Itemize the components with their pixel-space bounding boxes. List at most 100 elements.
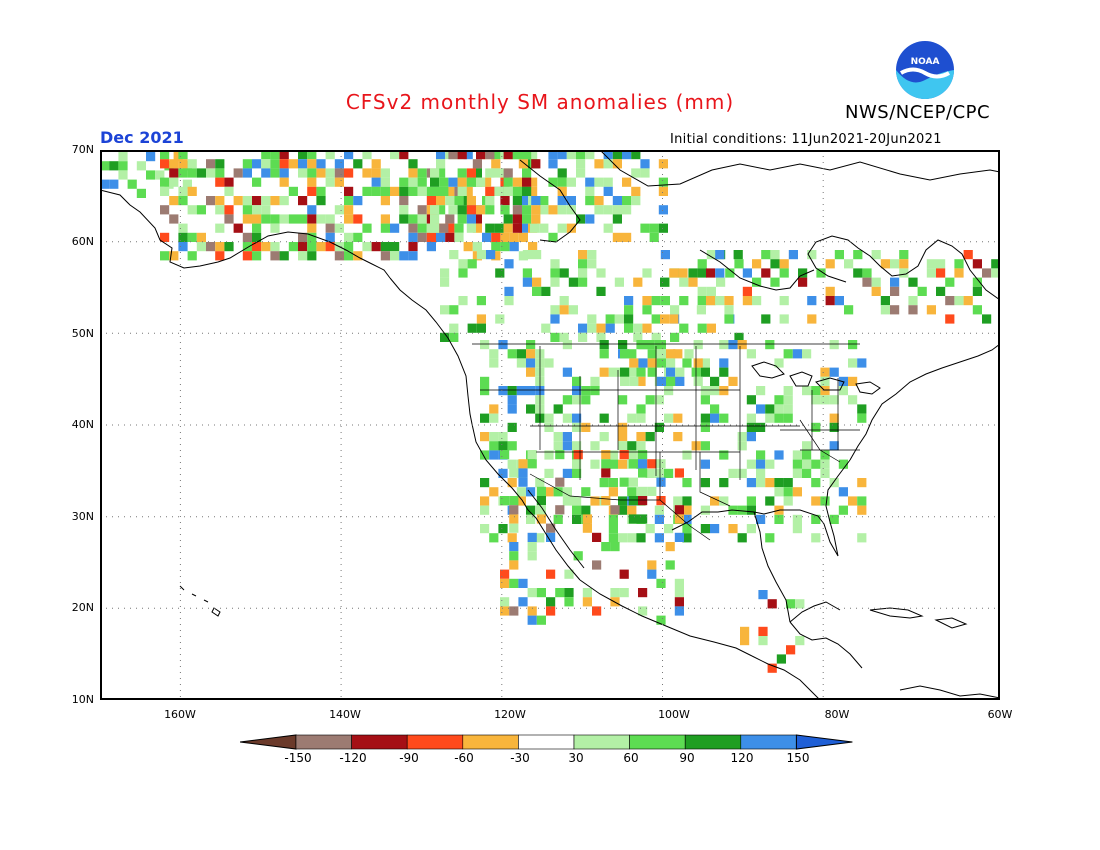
anomaly-cell [568, 277, 578, 287]
anomaly-cell [592, 532, 602, 542]
anomaly-cell [169, 251, 179, 261]
anomaly-cell [719, 340, 729, 350]
anomaly-cell [489, 404, 499, 414]
anomaly-cell [555, 588, 565, 598]
anomaly-cell [654, 395, 664, 405]
anomaly-cell [848, 376, 858, 386]
anomaly-cell [670, 332, 680, 342]
anomaly-cell [756, 459, 766, 469]
color-legend [240, 734, 853, 750]
anomaly-cell [638, 606, 648, 616]
anomaly-cell [527, 551, 537, 561]
anomaly-cell [512, 205, 522, 215]
anomaly-cell [825, 286, 835, 296]
anomaly-cell [362, 242, 372, 252]
anomaly-cell [380, 251, 390, 261]
anomaly-cell [215, 242, 225, 252]
anomaly-cell [480, 505, 490, 515]
anomaly-cell [603, 150, 613, 160]
anomaly-cell [693, 376, 703, 386]
anomaly-cell [857, 505, 867, 515]
anomaly-cell [578, 332, 588, 342]
anomaly-cell [518, 578, 528, 588]
anomaly-cell [522, 277, 532, 287]
anomaly-cell [740, 626, 750, 636]
anomaly-cell [700, 386, 710, 396]
anomaly-cell [215, 251, 225, 261]
anomaly-cell [118, 161, 128, 171]
anomaly-cell [417, 168, 427, 178]
anomaly-cell [649, 223, 659, 233]
anomaly-cell [774, 450, 784, 460]
anomaly-cell [820, 367, 830, 377]
anomaly-cell [522, 177, 532, 187]
anomaly-cell [656, 376, 666, 386]
anomaly-cell [756, 468, 766, 478]
anomaly-cell [601, 496, 611, 506]
anomaly-cell [417, 205, 427, 215]
anomaly-cell [752, 296, 762, 306]
anomaly-cell [178, 150, 188, 160]
anomaly-cell [631, 150, 641, 160]
legend-swatch [684, 734, 742, 750]
anomaly-cell [252, 242, 262, 252]
anomaly-cell [516, 386, 526, 396]
legend-swatch [518, 734, 575, 750]
anomaly-cell [557, 168, 567, 178]
anomaly-cell [160, 150, 170, 160]
anomaly-cell [838, 487, 848, 497]
anomaly-cell [516, 496, 526, 506]
anomaly-cell [603, 159, 613, 169]
anomaly-cell [504, 259, 514, 269]
anomaly-cell [647, 560, 657, 570]
anomaly-cell [756, 386, 766, 396]
anomaly-cell [693, 358, 703, 368]
anomaly-cell [774, 404, 784, 414]
anomaly-cell [737, 432, 747, 442]
anomaly-cell [316, 168, 326, 178]
anomaly-cell [417, 223, 427, 233]
anomaly-cell [636, 432, 646, 442]
anomaly-cell [779, 259, 789, 269]
anomaly-cell [371, 168, 381, 178]
anomaly-cell [715, 268, 725, 278]
anomaly-cell [645, 395, 655, 405]
anomaly-cell [654, 468, 664, 478]
anomaly-cell [710, 413, 720, 423]
anomaly-cell [572, 514, 582, 524]
anomaly-cell [252, 159, 262, 169]
anomaly-cell [500, 496, 510, 506]
anomaly-cell [674, 597, 684, 607]
anomaly-cell [127, 179, 137, 189]
anomaly-cell [399, 186, 409, 196]
anomaly-cell [476, 250, 486, 260]
valid-month-label: Dec 2021 [100, 128, 184, 147]
anomaly-cell [480, 524, 490, 534]
anomaly-cell [500, 196, 510, 206]
anomaly-cell [557, 177, 567, 187]
anomaly-cell [679, 323, 689, 333]
initial-conditions-label: Initial conditions: 11Jun2021-20Jun2021 [670, 132, 942, 147]
anomaly-cell [472, 168, 482, 178]
anomaly-cell [936, 268, 946, 278]
anomaly-cell [734, 259, 744, 269]
anomaly-cell [658, 223, 668, 233]
anomaly-cell [270, 159, 280, 169]
anomaly-cell [614, 277, 624, 287]
anomaly-cell [666, 376, 676, 386]
anomaly-cell [531, 205, 541, 215]
anomaly-cell [408, 177, 418, 187]
anomaly-cell [719, 367, 729, 377]
anomaly-cell [610, 542, 620, 552]
anomaly-cell [857, 404, 867, 414]
anomaly-cell [503, 150, 513, 160]
anomaly-cell [362, 186, 372, 196]
anomaly-cell [658, 177, 668, 187]
anomaly-cell [820, 386, 830, 396]
anomaly-cell [334, 177, 344, 187]
anomaly-cell [555, 450, 565, 460]
anomaly-cell [829, 422, 839, 432]
anomaly-cell [334, 159, 344, 169]
anomaly-cell [562, 413, 572, 423]
anomaly-cell [242, 232, 252, 242]
